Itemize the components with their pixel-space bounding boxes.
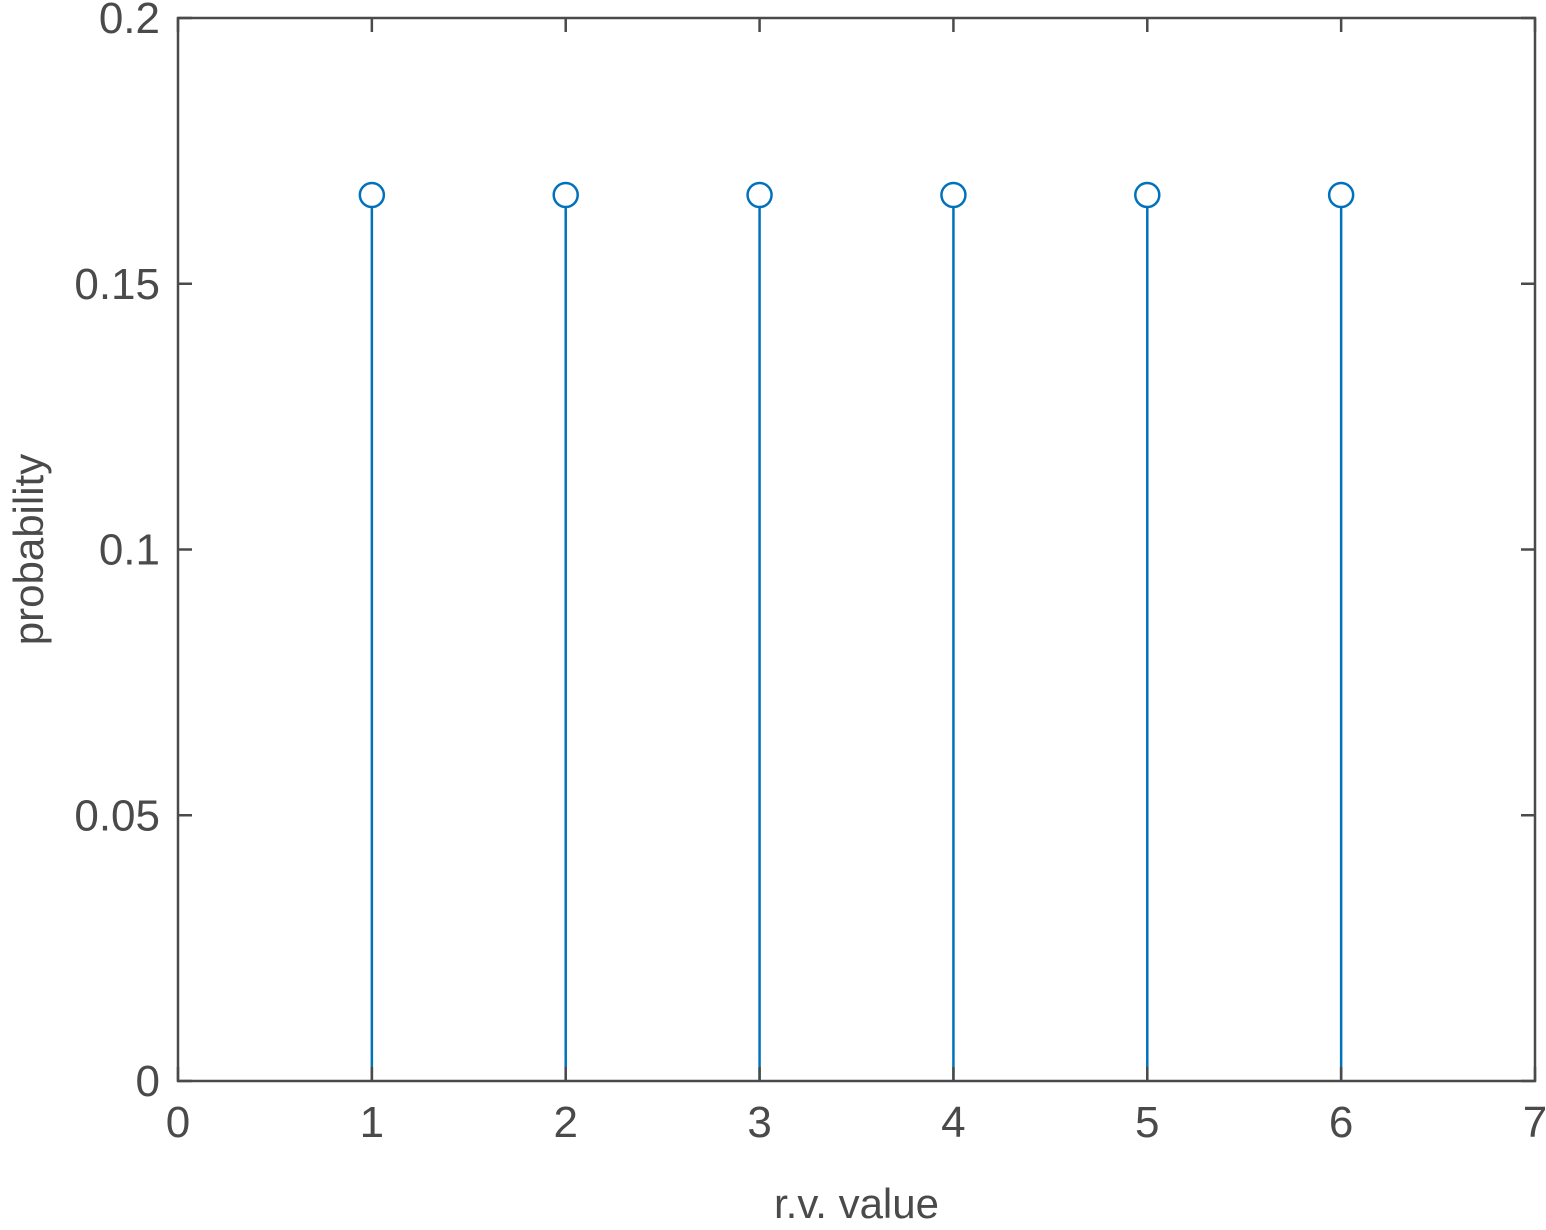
- y-tick-label: 0.1: [99, 526, 160, 575]
- x-axis-label: r.v. value: [774, 1180, 939, 1225]
- y-tick-label: 0.15: [74, 260, 160, 309]
- x-tick-label: 1: [360, 1098, 384, 1147]
- x-tick-label: 0: [166, 1098, 190, 1147]
- x-tick-label: 6: [1329, 1098, 1353, 1147]
- stem-marker: [1327, 181, 1355, 209]
- x-tick-label: 7: [1523, 1098, 1546, 1147]
- y-tick-label: 0.05: [74, 791, 160, 840]
- stem-marker: [1134, 181, 1161, 209]
- x-tick-label: 5: [1135, 1098, 1159, 1147]
- stem-marker: [746, 181, 773, 209]
- x-tick-label: 4: [941, 1098, 965, 1147]
- x-tick-label: 2: [553, 1098, 577, 1147]
- stem-marker: [358, 181, 386, 209]
- y-tick-label: 0: [136, 1057, 160, 1106]
- stem-marker: [552, 181, 579, 209]
- stem-marker: [940, 181, 967, 209]
- axes-box: [176, 16, 1537, 1083]
- y-axis-label: probability: [5, 454, 52, 645]
- x-tick-label: 3: [747, 1098, 771, 1147]
- y-tick-label: 0.2: [99, 0, 160, 43]
